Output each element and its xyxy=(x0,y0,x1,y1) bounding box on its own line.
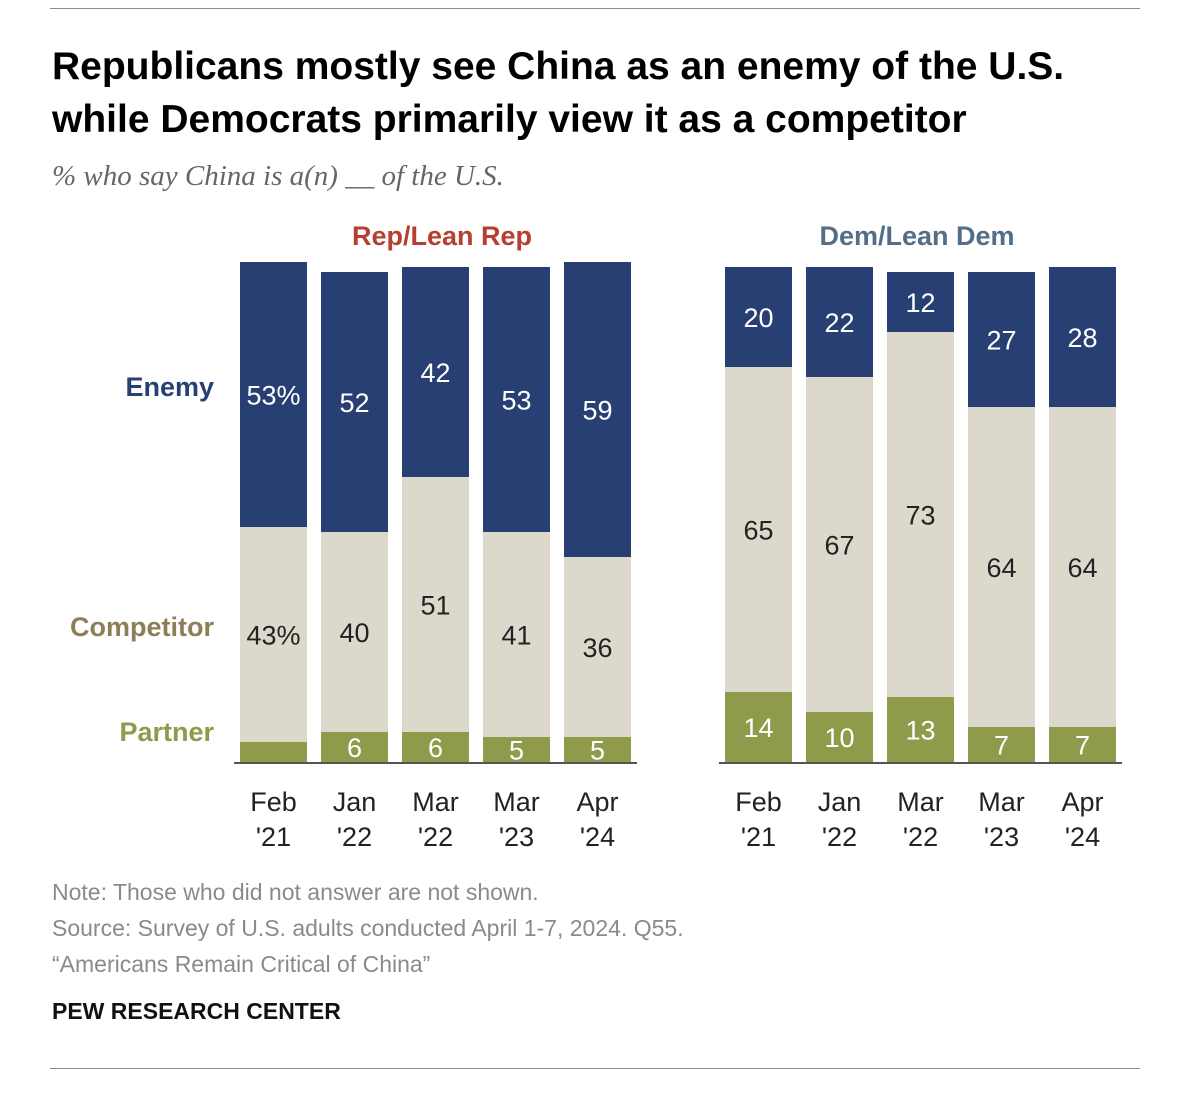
data-label-dem-lean-dem-enemy-2: 12 xyxy=(905,288,935,318)
x-tick-dem-lean-dem-2-year: '22 xyxy=(903,822,938,852)
note-text: Note: Those who did not answer are not s… xyxy=(52,879,539,905)
title-line-2: while Democrats primarily view it as a c… xyxy=(52,98,967,141)
data-label-rep-lean-rep-partner-1: 6 xyxy=(347,733,362,763)
x-tick-dem-lean-dem-4-month: Apr xyxy=(1061,787,1103,817)
group-header-rep-lean-rep: Rep/Lean Rep xyxy=(352,221,532,251)
bar-rep-lean-rep-competitor-1 xyxy=(321,532,388,732)
bar-rep-lean-rep-partner-4 xyxy=(564,737,631,762)
report-text: “Americans Remain Critical of China” xyxy=(52,951,431,977)
data-label-rep-lean-rep-partner-2: 6 xyxy=(428,733,443,763)
bar-rep-lean-rep-partner-1 xyxy=(321,732,388,762)
pew-brand: PEW RESEARCH CENTER xyxy=(52,998,341,1024)
x-tick-rep-lean-rep-1-year: '22 xyxy=(337,822,372,852)
data-label-rep-lean-rep-competitor-4: 36 xyxy=(582,633,612,663)
data-label-rep-lean-rep-competitor-3: 41 xyxy=(501,621,531,651)
data-label-dem-lean-dem-partner-2: 13 xyxy=(905,716,935,746)
bar-dem-lean-dem-enemy-1 xyxy=(806,267,873,377)
bar-dem-lean-dem-partner-1 xyxy=(806,712,873,762)
row-label-enemy: Enemy xyxy=(125,372,214,402)
title-line-1: Republicans mostly see China as an enemy… xyxy=(52,45,1065,88)
bar-dem-lean-dem-partner-3 xyxy=(968,727,1035,762)
bottom-rule xyxy=(50,1068,1140,1069)
bar-dem-lean-dem-enemy-3 xyxy=(968,272,1035,407)
bar-rep-lean-rep-enemy-0 xyxy=(240,262,307,527)
x-tick-dem-lean-dem-1-month: Jan xyxy=(818,787,862,817)
chart-title: Republicans mostly see China as an enemy… xyxy=(52,40,1064,146)
bar-rep-lean-rep-competitor-0 xyxy=(240,527,307,742)
bar-rep-lean-rep-enemy-4 xyxy=(564,262,631,557)
x-tick-dem-lean-dem-4-year: '24 xyxy=(1065,822,1100,852)
bar-rep-lean-rep-partner-2 xyxy=(402,732,469,762)
x-tick-rep-lean-rep-4-month: Apr xyxy=(576,787,618,817)
bar-dem-lean-dem-competitor-3 xyxy=(968,407,1035,727)
data-label-rep-lean-rep-enemy-3: 53 xyxy=(501,386,531,416)
data-label-rep-lean-rep-partner-3: 5 xyxy=(509,736,524,766)
bar-rep-lean-rep-competitor-3 xyxy=(483,532,550,737)
x-tick-rep-lean-rep-2-month: Mar xyxy=(412,787,459,817)
row-label-partner: Partner xyxy=(119,717,214,747)
bar-dem-lean-dem-competitor-0 xyxy=(725,367,792,692)
x-tick-rep-lean-rep-0-month: Feb xyxy=(250,787,297,817)
data-label-rep-lean-rep-enemy-2: 42 xyxy=(420,358,450,388)
data-label-dem-lean-dem-competitor-4: 64 xyxy=(1067,553,1097,583)
source-text: Source: Survey of U.S. adults conducted … xyxy=(52,915,684,941)
data-label-rep-lean-rep-enemy-4: 59 xyxy=(582,396,612,426)
data-label-dem-lean-dem-competitor-0: 65 xyxy=(743,516,773,546)
x-tick-dem-lean-dem-1-year: '22 xyxy=(822,822,857,852)
data-label-dem-lean-dem-partner-0: 14 xyxy=(743,713,773,743)
x-tick-rep-lean-rep-4-year: '24 xyxy=(580,822,615,852)
data-label-dem-lean-dem-enemy-3: 27 xyxy=(986,326,1016,356)
chart-notes: Note: Those who did not answer are not s… xyxy=(52,874,684,982)
x-tick-rep-lean-rep-0-year: '21 xyxy=(256,822,291,852)
chart-subtitle: % who say China is a(n) __ of the U.S. xyxy=(52,160,504,192)
bar-dem-lean-dem-enemy-0 xyxy=(725,267,792,367)
data-label-rep-lean-rep-competitor-2: 51 xyxy=(420,591,450,621)
x-tick-rep-lean-rep-3-year: '23 xyxy=(499,822,534,852)
row-label-competitor: Competitor xyxy=(70,612,214,642)
data-label-dem-lean-dem-partner-3: 7 xyxy=(994,731,1009,761)
bar-dem-lean-dem-competitor-4 xyxy=(1049,407,1116,727)
x-tick-dem-lean-dem-3-month: Mar xyxy=(978,787,1025,817)
bar-rep-lean-rep-enemy-3 xyxy=(483,267,550,532)
data-label-rep-lean-rep-enemy-1: 52 xyxy=(339,388,369,418)
x-tick-dem-lean-dem-0-year: '21 xyxy=(741,822,776,852)
bar-dem-lean-dem-enemy-4 xyxy=(1049,267,1116,407)
x-tick-rep-lean-rep-3-month: Mar xyxy=(493,787,540,817)
bar-dem-lean-dem-competitor-1 xyxy=(806,377,873,712)
bar-dem-lean-dem-partner-2 xyxy=(887,697,954,762)
bar-dem-lean-dem-competitor-2 xyxy=(887,332,954,697)
bar-dem-lean-dem-partner-0 xyxy=(725,692,792,762)
data-label-rep-lean-rep-enemy-0: 53% xyxy=(246,381,300,411)
stacked-bar-chart: Enemy Competitor Partner Rep/Lean Rep 43% 53%… xyxy=(70,221,1122,852)
x-tick-dem-lean-dem-2-month: Mar xyxy=(897,787,944,817)
data-label-dem-lean-dem-competitor-1: 67 xyxy=(824,531,854,561)
bar-dem-lean-dem-enemy-2 xyxy=(887,272,954,332)
x-tick-dem-lean-dem-3-year: '23 xyxy=(984,822,1019,852)
data-label-rep-lean-rep-competitor-0: 43% xyxy=(246,621,300,651)
bar-rep-lean-rep-partner-3 xyxy=(483,737,550,762)
group-header-dem-lean-dem: Dem/Lean Dem xyxy=(819,221,1014,251)
data-label-dem-lean-dem-enemy-0: 20 xyxy=(743,303,773,333)
bar-rep-lean-rep-enemy-1 xyxy=(321,272,388,532)
data-label-rep-lean-rep-partner-4: 5 xyxy=(590,736,605,766)
data-label-dem-lean-dem-partner-4: 7 xyxy=(1075,731,1090,761)
data-label-dem-lean-dem-partner-1: 10 xyxy=(824,723,854,753)
x-tick-rep-lean-rep-2-year: '22 xyxy=(418,822,453,852)
bar-rep-lean-rep-partner-0 xyxy=(240,742,307,762)
bar-rep-lean-rep-enemy-2 xyxy=(402,267,469,477)
data-label-rep-lean-rep-competitor-1: 40 xyxy=(339,618,369,648)
bar-rep-lean-rep-competitor-2 xyxy=(402,477,469,732)
x-tick-dem-lean-dem-0-month: Feb xyxy=(735,787,782,817)
data-label-dem-lean-dem-competitor-3: 64 xyxy=(986,553,1016,583)
data-label-dem-lean-dem-enemy-1: 22 xyxy=(824,308,854,338)
bar-dem-lean-dem-partner-4 xyxy=(1049,727,1116,762)
data-label-dem-lean-dem-competitor-2: 73 xyxy=(905,501,935,531)
data-label-dem-lean-dem-enemy-4: 28 xyxy=(1067,323,1097,353)
bar-rep-lean-rep-competitor-4 xyxy=(564,557,631,737)
top-rule xyxy=(50,8,1140,9)
x-tick-rep-lean-rep-1-month: Jan xyxy=(333,787,377,817)
